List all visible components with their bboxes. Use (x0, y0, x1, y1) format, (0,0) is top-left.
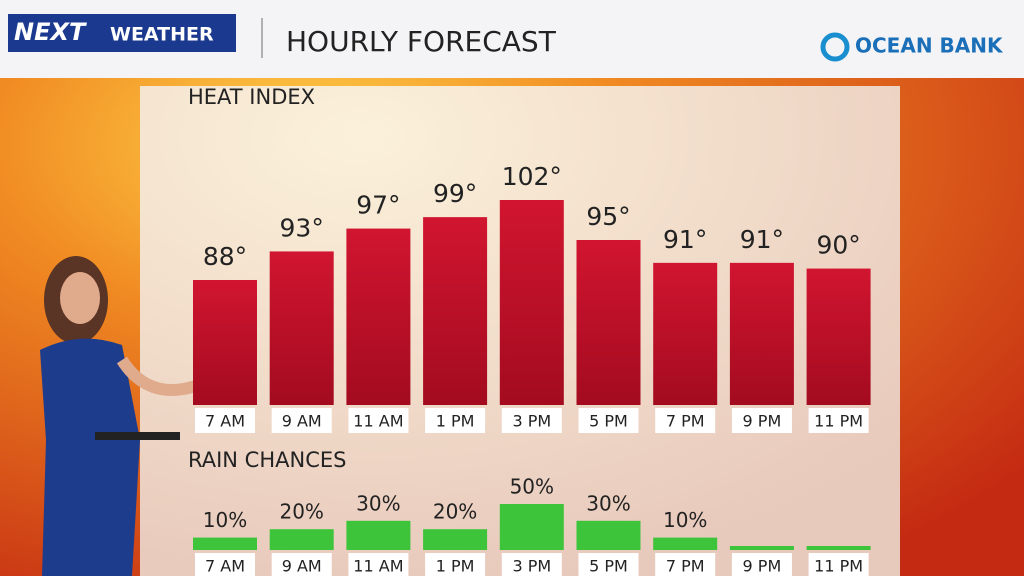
bar (729, 262, 794, 405)
bar (193, 537, 257, 550)
x-tick-label: 11 PM (814, 412, 863, 431)
value-label: 10% (203, 508, 247, 532)
bar (423, 217, 488, 405)
bar (653, 537, 718, 550)
category-box (655, 553, 716, 578)
category-box (808, 553, 869, 578)
value-label: 88° (203, 242, 247, 271)
bar (346, 520, 411, 550)
x-tick-label: 9 PM (743, 557, 782, 576)
x-tick-label: 1 PM (436, 557, 475, 576)
value-label: 91° (740, 225, 784, 254)
x-tick-label: 7 PM (666, 557, 705, 576)
value-label: 10% (663, 508, 707, 532)
bar (806, 268, 871, 405)
x-tick-label: 7 AM (205, 557, 245, 576)
value-label: 97° (356, 191, 400, 220)
sponsor: OCEAN BANK (855, 34, 1004, 58)
x-tick-label: 5 PM (589, 412, 628, 431)
bar (729, 546, 794, 550)
chart-title: RAIN CHANCES (188, 448, 346, 472)
category-box (655, 408, 716, 433)
bar (423, 529, 488, 550)
value-label: 102° (502, 162, 562, 191)
x-tick-label: 7 PM (666, 412, 705, 431)
value-label: 95° (586, 202, 630, 231)
x-tick-label: 9 AM (282, 412, 322, 431)
category-box (578, 553, 639, 578)
category-box (578, 408, 639, 433)
category-box (425, 408, 486, 433)
chart-title: HEAT INDEX (188, 85, 315, 109)
category-box (271, 553, 332, 578)
category-box (501, 553, 562, 578)
value-label: 90° (816, 231, 860, 260)
category-box (348, 553, 409, 578)
value-label: 91° (663, 225, 707, 254)
bar (653, 262, 718, 405)
x-tick-label: 9 PM (743, 412, 782, 431)
x-tick-label: 9 AM (282, 557, 322, 576)
x-tick-label: 11 PM (814, 557, 863, 576)
bar (499, 200, 564, 405)
category-box (425, 553, 486, 578)
bar (269, 251, 334, 405)
category-box (348, 408, 409, 433)
x-tick-label: 11 AM (353, 412, 403, 431)
header-title: HOURLY FORECAST (286, 25, 557, 58)
value-label: 20% (279, 500, 323, 524)
x-tick-label: 1 PM (436, 412, 475, 431)
bar (576, 240, 641, 405)
x-tick-label: 5 PM (589, 557, 628, 576)
value-label: 99° (433, 179, 477, 208)
logo-box (8, 14, 236, 52)
bar (806, 546, 871, 550)
value-label: 93° (280, 213, 324, 242)
category-box (731, 553, 792, 578)
category-box (808, 408, 869, 433)
bar (499, 504, 564, 550)
sponsor-icon (820, 32, 850, 62)
value-label: 50% (510, 475, 554, 499)
category-box (195, 408, 255, 433)
bar (346, 228, 411, 405)
category-box (271, 408, 332, 433)
value-label: 30% (356, 491, 400, 515)
x-tick-label: 11 AM (353, 557, 403, 576)
x-tick-label: 3 PM (512, 412, 551, 431)
bar (269, 529, 334, 550)
bar (576, 520, 641, 550)
x-tick-label: 3 PM (512, 557, 551, 576)
logo-sub: WEATHER (110, 24, 214, 46)
bar (193, 280, 257, 405)
category-box (731, 408, 792, 433)
category-box (501, 408, 562, 433)
value-label: 20% (433, 500, 477, 524)
value-label: 30% (586, 491, 630, 515)
logo: NEXT (14, 18, 87, 46)
x-tick-label: 7 AM (205, 412, 245, 431)
category-box (195, 553, 255, 578)
